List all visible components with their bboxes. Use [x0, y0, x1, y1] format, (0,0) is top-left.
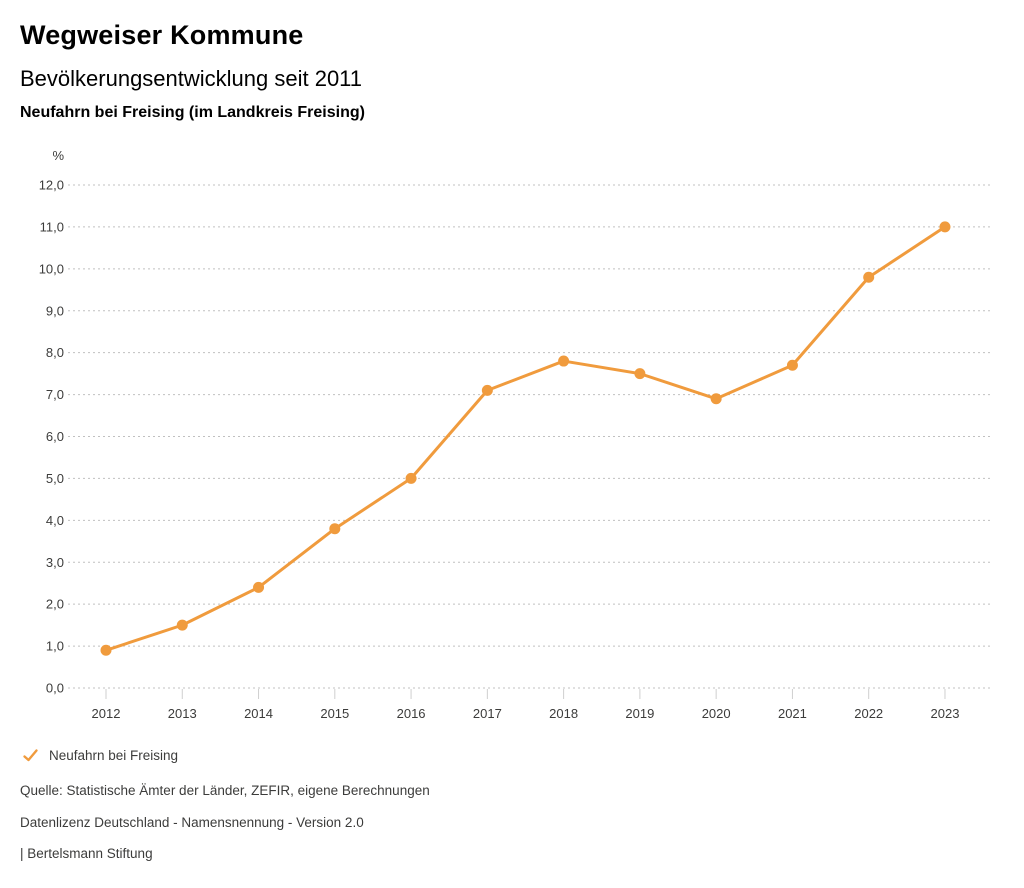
y-tick-label: 11,0 — [40, 219, 64, 234]
x-tick-label: 2019 — [625, 706, 654, 721]
y-tick-label: 12,0 — [39, 178, 64, 193]
data-point[interactable] — [863, 271, 875, 283]
legend-item-neufahrn[interactable]: Neufahrn bei Freising — [22, 747, 178, 764]
x-tick-label: 2016 — [397, 706, 426, 721]
x-tick-label: 2015 — [320, 706, 349, 721]
y-tick-label: 9,0 — [46, 303, 64, 318]
series-line — [104, 225, 947, 652]
attribution-text: | Bertelsmann Stiftung — [20, 846, 153, 861]
data-point[interactable] — [329, 523, 341, 535]
check-icon — [22, 747, 39, 764]
y-axis-unit-label: % — [52, 148, 64, 163]
page-title: Wegweiser Kommune — [20, 20, 304, 50]
y-tick-label: 1,0 — [46, 639, 64, 654]
population-line-chart: % 0,0 1,0 2,0 3,0 4,0 5,0 6,0 7,0 8,0 9,0 10,0 11,0 1… — [39, 148, 990, 721]
data-point[interactable] — [100, 644, 112, 656]
y-tick-label: 4,0 — [46, 513, 64, 528]
license-text: Datenlizenz Deutschland - Namensnennung … — [20, 814, 364, 830]
y-tick-label: 10,0 — [39, 261, 64, 276]
data-point[interactable] — [634, 368, 646, 380]
legend-label: Neufahrn bei Freising — [49, 747, 179, 763]
x-tick-label: 2013 — [168, 706, 197, 721]
y-tick-label: 2,0 — [46, 597, 64, 612]
x-tick-label: 2018 — [549, 706, 578, 721]
y-tick-label: 7,0 — [46, 387, 64, 402]
data-point[interactable] — [786, 359, 798, 371]
data-point[interactable] — [176, 619, 188, 631]
region-subtitle: Neufahrn bei Freising (im Landkreis Frei… — [20, 104, 365, 121]
footer: Quelle: Statistische Ämter der Länder, Z… — [20, 784, 430, 879]
x-tick-label: 2023 — [931, 706, 960, 721]
data-point[interactable] — [710, 393, 722, 405]
data-point[interactable] — [481, 384, 493, 396]
data-point[interactable] — [939, 221, 951, 233]
legend: Neufahrn bei Freising — [22, 745, 178, 765]
y-tick-label: 5,0 — [46, 471, 64, 486]
y-tick-label: 3,0 — [46, 555, 64, 570]
x-tick-label: 2017 — [473, 706, 502, 721]
x-tick-label: 2012 — [92, 706, 121, 721]
data-point[interactable] — [558, 355, 570, 367]
x-tick-label: 2014 — [244, 706, 273, 721]
x-tick-label: 2021 — [778, 706, 807, 721]
y-tick-label: 0,0 — [46, 681, 64, 696]
data-point[interactable] — [405, 472, 417, 484]
y-tick-label: 6,0 — [46, 429, 64, 444]
chart-title: Bevölkerungsentwicklung seit 2011 — [20, 66, 363, 91]
x-tick-label: 2020 — [702, 706, 731, 721]
y-tick-label: 8,0 — [46, 345, 64, 360]
x-tick-label: 2022 — [854, 706, 883, 721]
data-point[interactable] — [253, 581, 265, 593]
source-text: Quelle: Statistische Ämter der Länder, Z… — [20, 783, 430, 798]
